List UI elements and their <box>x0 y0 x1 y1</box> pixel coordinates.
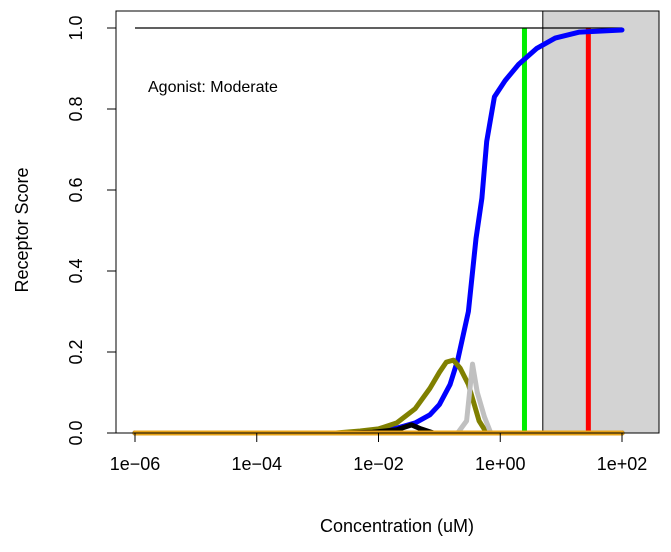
y-tick-label: 0.0 <box>66 420 86 445</box>
y-tick-label: 1.0 <box>66 15 86 40</box>
x-tick-label: 1e−04 <box>231 454 282 474</box>
shaded-region-layer <box>542 10 660 434</box>
y-axis-title: Receptor Score <box>12 167 32 292</box>
x-axis: 1e−06 1e−04 1e−02 1e+00 1e+02 <box>110 432 648 474</box>
x-tick-label: 1e+00 <box>475 454 526 474</box>
x-tick-label: 1e−06 <box>110 454 161 474</box>
y-tick-label: 0.4 <box>66 258 86 283</box>
y-tick-label: 0.6 <box>66 177 86 202</box>
x-axis-title: Concentration (uM) <box>320 516 474 536</box>
y-tick-label: 0.8 <box>66 96 86 121</box>
y-axis: 0.0 0.2 0.4 0.6 0.8 1.0 <box>66 15 117 446</box>
annotation-text: Agonist: Moderate <box>148 79 278 96</box>
shaded-region <box>542 10 660 434</box>
x-tick-label: 1e−02 <box>353 454 404 474</box>
vertical-lines-layer <box>521 28 591 433</box>
x-tick-label: 1e+02 <box>597 454 648 474</box>
y-tick-label: 0.2 <box>66 339 86 364</box>
